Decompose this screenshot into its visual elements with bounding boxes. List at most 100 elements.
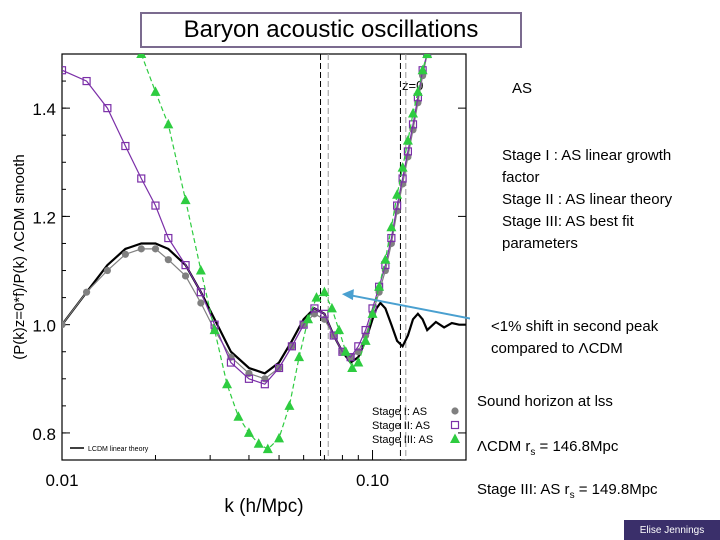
stage3-point bbox=[367, 308, 378, 318]
stage2-point bbox=[346, 353, 355, 362]
stage3-point bbox=[195, 265, 206, 275]
stage3-point bbox=[274, 432, 285, 443]
legend-entry-label: Stage III: AS bbox=[372, 434, 433, 446]
stage3-point bbox=[347, 362, 358, 372]
stage3-point bbox=[303, 313, 314, 324]
stage2-point bbox=[310, 304, 319, 313]
lcdm-rs-number: = 146.8Mpc bbox=[535, 438, 619, 455]
stage-line-4: Stage III: AS best fit bbox=[502, 213, 634, 230]
stage3-point bbox=[402, 135, 413, 145]
stage3-rs-number: = 149.8Mpc bbox=[574, 481, 658, 498]
arrow-line bbox=[349, 294, 470, 320]
stage3-point bbox=[163, 118, 174, 129]
shift-note-line-2: compared to ΛCDM bbox=[491, 338, 623, 360]
stage3-point bbox=[180, 194, 191, 205]
stage3-point bbox=[417, 64, 428, 75]
stage1-point bbox=[197, 299, 205, 307]
stage3-point bbox=[294, 351, 305, 362]
stage3-point bbox=[326, 302, 337, 313]
stage2-point bbox=[320, 309, 329, 318]
y-tick-label: 1.2 bbox=[32, 208, 56, 227]
stage-line-1: Stage I : AS linear growth bbox=[502, 147, 672, 164]
legend-entry-label: Stage II: AS bbox=[372, 420, 430, 432]
lambda-symbol-2: Λ bbox=[477, 438, 488, 455]
shift-note-prefix: compared to bbox=[491, 340, 579, 357]
stage3-point bbox=[319, 286, 330, 297]
stage3-point bbox=[311, 292, 322, 302]
stage3-point bbox=[380, 254, 391, 264]
stage3-point bbox=[386, 221, 397, 232]
stage3-point bbox=[209, 324, 220, 335]
stage2-point bbox=[354, 342, 363, 351]
x-tick-label: 0.10 bbox=[356, 471, 389, 490]
stage2-point bbox=[403, 147, 413, 156]
lcdm-rs-sub: s bbox=[530, 447, 536, 458]
stage2-point bbox=[387, 233, 396, 243]
y-tick-label: 0.8 bbox=[32, 425, 56, 444]
stage3-point bbox=[340, 346, 351, 356]
stage3-point bbox=[222, 378, 233, 389]
series-line-2 bbox=[62, 54, 428, 385]
sound-horizon-label: Sound horizon at lss bbox=[477, 393, 613, 410]
stage2-point bbox=[137, 174, 146, 183]
stage2-point bbox=[181, 261, 190, 270]
stage1-point bbox=[151, 245, 160, 253]
legend-entry-label: Stage I: AS bbox=[372, 406, 427, 418]
stage1-point bbox=[181, 272, 190, 280]
stage3-point bbox=[353, 357, 364, 367]
stage2-point bbox=[244, 374, 254, 383]
stage1-point bbox=[164, 256, 172, 264]
legend-marker-stage2 bbox=[450, 420, 460, 430]
stage3-point bbox=[334, 324, 345, 335]
stage2-point bbox=[398, 174, 407, 183]
plot-frame bbox=[61, 53, 467, 461]
legend-marker-stage3 bbox=[450, 433, 460, 443]
stage3-rs-sub: s bbox=[569, 490, 575, 501]
stage3-point bbox=[136, 54, 147, 58]
stage2-point bbox=[196, 288, 205, 297]
legend-marker-stage1 bbox=[451, 407, 459, 415]
inner-legend-label: LCDM linear theory bbox=[88, 446, 149, 453]
stage1-point bbox=[82, 288, 91, 296]
stage2-point bbox=[329, 331, 338, 340]
lcdm-rs-value: ΛCDM rs = 146.8Mpc bbox=[477, 436, 618, 464]
series-line-0 bbox=[62, 242, 466, 375]
y-axis-label: (P(k)z=0*f)/P(k) ΛCDM smooth bbox=[11, 154, 28, 359]
stage3-point bbox=[412, 86, 423, 96]
stage3-point bbox=[150, 86, 161, 96]
stage2-point bbox=[408, 120, 418, 129]
stage-line-2: factor bbox=[502, 169, 540, 186]
stage1-point bbox=[103, 266, 111, 275]
cdm-text: CDM bbox=[588, 340, 623, 357]
stage3-point bbox=[243, 427, 254, 437]
stage3-point bbox=[360, 335, 371, 345]
slide-title: Baryon acoustic oscillations bbox=[140, 12, 522, 48]
stage2-point bbox=[287, 342, 296, 351]
stage2-point bbox=[103, 104, 112, 113]
stage1-point bbox=[121, 250, 129, 258]
x-axis-label: k (h/Mpc) bbox=[224, 496, 303, 517]
stage2-point bbox=[164, 233, 173, 243]
stage3-rs-prefix: Stage III: AS r bbox=[477, 481, 570, 498]
y-tick-label: 1.4 bbox=[32, 100, 56, 119]
as-label: AS bbox=[512, 80, 533, 97]
stage3-rs-value: Stage III: AS rs = 149.8Mpc bbox=[477, 479, 658, 507]
stage3-point bbox=[397, 162, 408, 172]
lcdm-rs-prefix: CDM r bbox=[487, 438, 531, 455]
bao-chart: z=0 0.81.01.21.40.01 0.10k (h/Mpc)(P(k)z=… bbox=[11, 53, 470, 517]
stage3-point bbox=[422, 54, 433, 58]
stage-line-3: Stage II : AS linear theory bbox=[502, 191, 673, 208]
stage-line-5: parameters bbox=[502, 235, 578, 252]
stage2-point bbox=[226, 358, 236, 367]
stage1-point bbox=[137, 245, 145, 253]
lambda-symbol: Λ bbox=[578, 340, 589, 357]
stage2-point bbox=[121, 141, 130, 151]
stage2-point bbox=[274, 363, 284, 373]
series-group bbox=[62, 54, 466, 454]
stage3-point bbox=[284, 400, 295, 410]
stage2-point bbox=[260, 380, 269, 389]
footer-author: Elise Jennings bbox=[624, 520, 720, 540]
stage3-point bbox=[233, 411, 244, 421]
stage2-point bbox=[393, 201, 402, 210]
stage2-point bbox=[361, 325, 370, 335]
